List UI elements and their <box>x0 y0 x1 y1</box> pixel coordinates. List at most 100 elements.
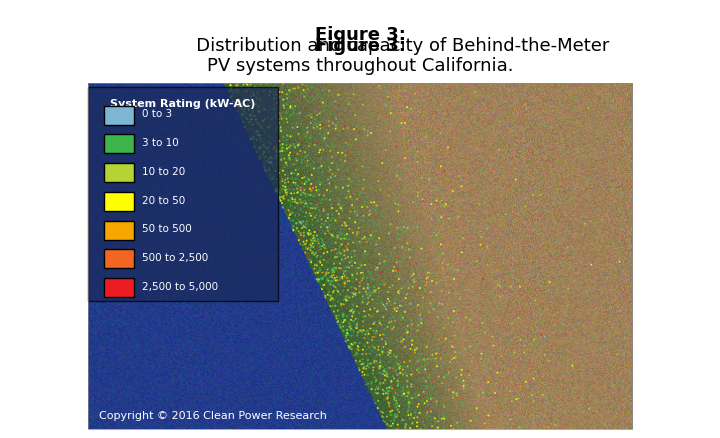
Point <box>380 338 392 345</box>
Point <box>307 216 318 223</box>
Point <box>284 102 296 110</box>
Point <box>295 184 307 191</box>
Point <box>411 291 423 298</box>
Point <box>336 241 347 248</box>
Point <box>354 279 366 286</box>
Point <box>326 247 338 254</box>
Point <box>346 195 357 202</box>
Point <box>327 295 338 302</box>
Point <box>382 390 393 397</box>
Point <box>514 423 526 430</box>
Point <box>495 412 506 419</box>
Point <box>356 350 368 357</box>
Point <box>251 120 262 127</box>
Point <box>494 283 505 290</box>
Point <box>248 92 260 99</box>
Point <box>331 208 343 215</box>
Point <box>449 332 460 339</box>
Point <box>303 231 315 238</box>
Point <box>249 112 261 119</box>
Point <box>430 398 441 405</box>
Point <box>280 189 292 196</box>
Text: Figure 3:: Figure 3: <box>315 26 405 45</box>
Point <box>257 141 269 148</box>
Point <box>446 304 457 311</box>
Point <box>284 154 295 161</box>
Point <box>293 85 305 92</box>
Point <box>411 367 423 374</box>
Point <box>438 401 449 408</box>
Point <box>228 97 239 104</box>
Point <box>316 162 328 170</box>
Point <box>238 95 250 102</box>
Point <box>327 214 338 221</box>
Point <box>413 174 424 181</box>
Point <box>306 244 318 251</box>
Point <box>356 204 368 211</box>
Point <box>390 412 401 419</box>
Point <box>300 249 311 256</box>
Point <box>382 395 393 402</box>
Point <box>252 128 264 135</box>
Point <box>305 134 316 141</box>
Point <box>412 358 423 365</box>
Point <box>301 237 312 244</box>
Point <box>238 111 250 118</box>
Point <box>250 118 261 125</box>
Point <box>387 373 399 380</box>
Point <box>295 232 307 239</box>
Point <box>579 220 590 227</box>
Point <box>417 195 428 202</box>
Point <box>264 164 275 171</box>
Point <box>330 115 342 122</box>
Point <box>388 324 400 331</box>
Point <box>287 141 299 148</box>
Point <box>482 306 493 313</box>
Point <box>430 418 441 425</box>
Point <box>237 94 248 101</box>
Point <box>338 246 350 253</box>
Point <box>395 302 406 309</box>
Point <box>292 225 303 232</box>
Point <box>361 362 373 369</box>
Point <box>528 336 540 343</box>
Point <box>311 123 323 130</box>
Point <box>392 421 403 428</box>
Point <box>492 281 503 288</box>
Point <box>400 369 411 376</box>
Point <box>358 285 369 292</box>
Point <box>417 294 428 301</box>
Point <box>397 416 408 423</box>
Point <box>358 360 369 367</box>
Point <box>337 185 348 192</box>
Point <box>352 343 364 350</box>
Point <box>341 246 353 253</box>
Point <box>305 259 317 266</box>
Point <box>354 162 366 169</box>
Point <box>341 332 352 339</box>
Point <box>380 369 392 376</box>
Point <box>350 290 361 297</box>
Point <box>246 116 258 123</box>
Point <box>313 186 325 193</box>
Point <box>225 94 237 101</box>
Point <box>287 124 298 131</box>
Point <box>300 241 311 248</box>
Point <box>366 275 377 282</box>
Point <box>356 269 367 276</box>
Point <box>418 375 429 382</box>
Point <box>248 102 260 109</box>
Point <box>315 253 327 260</box>
Point <box>373 343 384 350</box>
Point <box>444 358 456 365</box>
Point <box>431 350 442 357</box>
Point <box>344 320 356 327</box>
Point <box>377 364 389 371</box>
Point <box>374 288 385 295</box>
Point <box>244 92 256 99</box>
Point <box>367 364 379 371</box>
Point <box>300 200 311 207</box>
Point <box>341 338 352 345</box>
Point <box>279 184 291 191</box>
Point <box>411 423 423 430</box>
